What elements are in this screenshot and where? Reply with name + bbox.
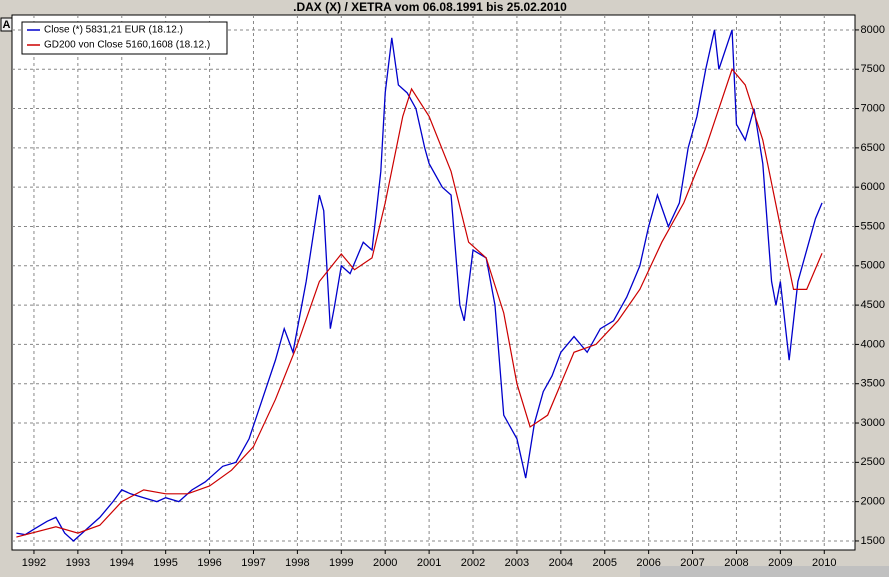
x-tick-label: 2003 (505, 557, 529, 569)
x-tick-label: 1998 (285, 557, 309, 569)
y-tick-label: 3500 (861, 378, 885, 390)
x-tick-label: 1994 (110, 557, 134, 569)
x-tick-label: 2005 (592, 557, 616, 569)
y-tick-label: 1500 (861, 535, 885, 547)
x-tick-label: 1992 (22, 557, 46, 569)
x-tick-label: 2009 (768, 557, 792, 569)
x-tick-label: 2001 (417, 557, 441, 569)
x-tick-label: 2007 (680, 557, 704, 569)
x-tick-label: 1996 (197, 557, 221, 569)
legend (21, 21, 228, 55)
x-tick-label: 2010 (812, 557, 836, 569)
legend-label: GD200 von Close 5160,1608 (18.12.) (44, 40, 210, 51)
y-tick-label: 6000 (861, 181, 885, 193)
x-tick-label: 1993 (66, 557, 90, 569)
legend-label: Close (*) 5831,21 EUR (18.12.) (44, 25, 183, 36)
line-series (16, 29, 823, 542)
x-tick-label: 1997 (241, 557, 265, 569)
y-tick-label: 4000 (861, 338, 885, 350)
y-tick-label: 7000 (861, 102, 885, 114)
y-tick-label: 3000 (861, 417, 885, 429)
button[interactable] (0, 17, 13, 32)
x-tick-label: 2002 (461, 557, 485, 569)
y-tick-label: 2500 (861, 456, 885, 468)
x-tick-label: 2006 (636, 557, 660, 569)
y-tick-label: 8000 (861, 24, 885, 36)
line-series (16, 68, 823, 538)
y-tick-label: 5000 (861, 260, 885, 272)
x-tick-label: 2000 (373, 557, 397, 569)
button-label[interactable]: A (3, 19, 11, 31)
x-tick-label: 1995 (153, 557, 177, 569)
x-tick-label: 2004 (549, 557, 573, 569)
y-tick-label: 2000 (861, 496, 885, 508)
chart-title: .DAX (X) / XETRA vom 06.08.1991 bis 25.0… (293, 0, 567, 14)
y-tick-label: 5500 (861, 220, 885, 232)
plot-area (11, 14, 856, 551)
x-tick-label: 2008 (724, 557, 748, 569)
x-tick-label: 1999 (329, 557, 353, 569)
y-tick-label: 7500 (861, 63, 885, 75)
scrollbar[interactable] (640, 566, 889, 577)
y-tick-label: 4500 (861, 299, 885, 311)
y-tick-label: 6500 (861, 142, 885, 154)
